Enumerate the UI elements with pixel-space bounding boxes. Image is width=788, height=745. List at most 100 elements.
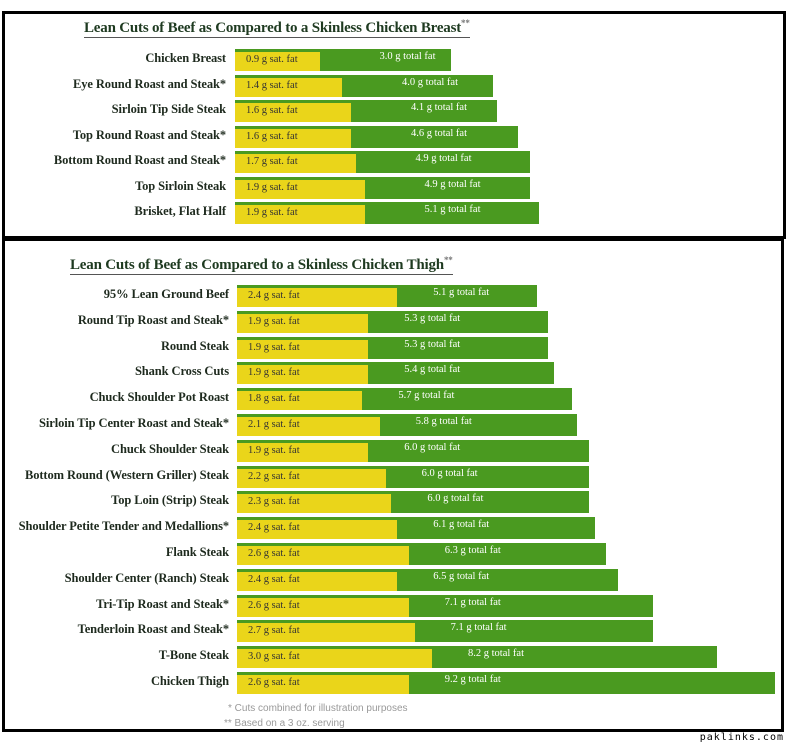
- title-footnote-marker: **: [461, 18, 470, 28]
- category-label: T-Bone Steak: [158, 648, 229, 663]
- sat-fat-label: 2.2 g sat. fat: [248, 470, 300, 482]
- sat-fat-bar: [235, 52, 320, 71]
- total-fat-label: 5.1 g total fat: [433, 287, 490, 298]
- category-label: Brisket, Flat Half: [134, 204, 226, 218]
- sat-fat-bar: [235, 154, 356, 173]
- total-fat-label: 7.1 g total fat: [444, 596, 501, 608]
- sat-fat-bar: [235, 77, 342, 97]
- sat-fat-label: 1.9 g sat. fat: [248, 367, 300, 379]
- category-label: Chuck Shoulder Steak: [111, 441, 229, 456]
- sat-fat-label: 1.9 g sat. fat: [248, 315, 300, 327]
- category-label: Eye Round Roast and Steak*: [73, 76, 226, 91]
- sat-fat-bar: [235, 179, 365, 199]
- total-fat-label: 6.0 g total fat: [427, 493, 484, 505]
- total-fat-label: 8.2 g total fat: [468, 648, 524, 660]
- sat-fat-bar: [237, 520, 398, 540]
- title-text: Lean Cuts of Beef as Compared to a Skinl…: [70, 257, 444, 273]
- sat-fat-label: 2.3 g sat. fat: [248, 496, 300, 508]
- sat-fat-label: 2.4 g sat. fat: [248, 290, 300, 301]
- total-fat-label: 4.9 g total fat: [415, 153, 472, 164]
- category-label: Top Round Roast and Steak*: [72, 127, 226, 142]
- sat-fat-label: 2.4 g sat. fat: [248, 573, 300, 585]
- category-label: Top Sirloin Steak: [135, 178, 226, 193]
- total-fat-label: 5.8 g total fat: [415, 416, 472, 427]
- total-fat-label: 6.0 g total fat: [421, 467, 478, 479]
- category-label: Round Tip Roast and Steak*: [77, 312, 229, 327]
- category-label: Shoulder Petite Tender and Medallions*: [18, 519, 229, 534]
- total-fat-label: 6.5 g total fat: [433, 570, 490, 582]
- sat-fat-label: 3.0 g sat. fat: [248, 651, 300, 663]
- sat-fat-label: 1.9 g sat. fat: [246, 207, 298, 218]
- total-fat-label: 6.3 g total fat: [444, 545, 501, 556]
- sat-fat-bar: [237, 313, 369, 333]
- sat-fat-label: 0.9 g sat. fat: [246, 54, 298, 65]
- sat-fat-bar: [237, 623, 415, 643]
- total-fat-label: 6.1 g total fat: [433, 519, 490, 531]
- category-label: Top Loin (Strip) Steak: [111, 493, 229, 508]
- sat-fat-label: 1.8 g sat. fat: [248, 393, 300, 405]
- sat-fat-bar: [237, 391, 363, 411]
- sat-fat-label: 2.6 g sat. fat: [248, 548, 300, 559]
- total-fat-label: 5.7 g total fat: [398, 390, 455, 402]
- title-footnote-marker: **: [443, 255, 453, 265]
- category-label: Flank Steak: [165, 545, 229, 559]
- sat-fat-label: 1.6 g sat. fat: [246, 130, 298, 142]
- watermark: paklinks.com: [699, 732, 784, 743]
- sat-fat-bar: [237, 494, 392, 514]
- sat-fat-label: 2.6 g sat. fat: [248, 599, 300, 611]
- category-label: 95% Lean Ground Beef: [103, 287, 229, 301]
- sat-fat-bar: [235, 205, 365, 224]
- total-fat-label: 4.0 g total fat: [402, 76, 458, 88]
- sat-fat-label: 1.6 g sat. fat: [246, 105, 298, 116]
- sat-fat-bar: [237, 649, 432, 669]
- sat-fat-bar: [235, 128, 351, 148]
- total-fat-label: 3.0 g total fat: [379, 51, 436, 62]
- total-fat-label: 9.2 g total fat: [444, 674, 501, 685]
- sat-fat-bar: [237, 417, 380, 436]
- sat-fat-label: 1.9 g sat. fat: [246, 181, 298, 193]
- footnote-cuts-combined: * Cuts combined for illustration purpose…: [228, 703, 408, 714]
- sat-fat-bar: [237, 288, 398, 307]
- category-label: Tri-Tip Roast and Steak*: [96, 596, 229, 611]
- category-label: Sirloin Tip Center Roast and Steak*: [39, 416, 229, 430]
- chart-title-breast: Lean Cuts of Beef as Compared to a Skinl…: [84, 18, 470, 38]
- sat-fat-bar: [237, 571, 398, 591]
- sat-fat-bar: [237, 365, 369, 385]
- sat-fat-label: 2.1 g sat. fat: [248, 419, 300, 430]
- category-label: Shank Cross Cuts: [134, 364, 229, 379]
- sat-fat-bar: [237, 597, 409, 617]
- total-fat-label: 4.6 g total fat: [411, 127, 467, 139]
- sat-fat-label: 1.7 g sat. fat: [246, 156, 298, 167]
- total-fat-label: 7.1 g total fat: [450, 622, 507, 634]
- category-label: Chicken Thigh: [150, 674, 229, 688]
- category-label: Chuck Shoulder Pot Roast: [89, 390, 230, 405]
- total-fat-label: 5.4 g total fat: [404, 364, 461, 376]
- footnote-serving-size: ** Based on a 3 oz. serving: [224, 718, 345, 729]
- category-label: Tenderloin Roast and Steak*: [77, 622, 229, 637]
- total-fat-label: 5.3 g total fat: [404, 312, 461, 324]
- category-label: Round Steak: [160, 338, 229, 353]
- sat-fat-bar: [237, 339, 369, 359]
- sat-fat-bar: [237, 675, 409, 694]
- category-label: Shoulder Center (Ranch) Steak: [64, 570, 229, 585]
- total-fat-label: 5.1 g total fat: [424, 204, 481, 215]
- sat-fat-bar: [237, 468, 386, 488]
- category-label: Bottom Round Roast and Steak*: [53, 153, 226, 167]
- sat-fat-label: 1.9 g sat. fat: [248, 444, 300, 456]
- chart-title-thigh: Lean Cuts of Beef as Compared to a Skinl…: [70, 255, 453, 275]
- sat-fat-label: 2.7 g sat. fat: [248, 625, 300, 637]
- sat-fat-bar: [237, 442, 369, 462]
- sat-fat-label: 2.6 g sat. fat: [248, 677, 300, 688]
- sat-fat-bar: [235, 103, 351, 122]
- category-label: Sirloin Tip Side Steak: [111, 102, 227, 116]
- sat-fat-label: 2.4 g sat. fat: [248, 522, 300, 534]
- sat-fat-label: 1.9 g sat. fat: [248, 341, 300, 353]
- category-label: Bottom Round (Western Griller) Steak: [24, 467, 229, 482]
- title-text: Lean Cuts of Beef as Compared to a Skinl…: [84, 20, 462, 36]
- sat-fat-label: 1.4 g sat. fat: [246, 79, 298, 91]
- total-fat-label: 4.9 g total fat: [424, 178, 481, 190]
- sat-fat-bar: [237, 546, 409, 565]
- total-fat-label: 6.0 g total fat: [404, 441, 461, 453]
- category-label: Chicken Breast: [145, 51, 226, 65]
- total-fat-label: 5.3 g total fat: [404, 338, 461, 350]
